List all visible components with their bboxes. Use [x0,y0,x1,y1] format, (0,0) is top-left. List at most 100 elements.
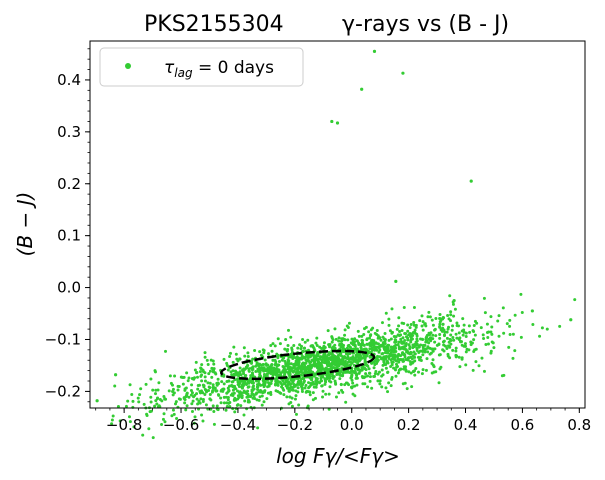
data-point [340,359,344,363]
data-point [242,413,246,417]
outlier-point [394,279,398,283]
data-point [333,346,337,350]
ellipse-layer [220,349,376,381]
data-point [421,328,425,332]
data-point [289,362,293,366]
data-point [424,340,428,344]
data-point [341,357,345,361]
data-point [325,359,329,363]
data-point [519,335,523,339]
data-point [303,386,307,390]
data-point [502,331,506,335]
data-point [430,318,434,322]
data-point [281,356,285,360]
data-point [482,337,486,341]
data-point [285,395,289,399]
data-point [310,378,314,382]
data-point [375,357,379,361]
data-point [400,341,404,345]
data-point [269,390,273,394]
data-point [424,324,428,328]
data-point [216,408,220,412]
data-point [386,350,390,354]
data-point [228,355,232,359]
data-point [412,305,416,309]
x-tick-label: 0.6 [510,416,534,434]
data-point [338,347,342,351]
data-point [296,366,300,370]
data-point [292,382,296,386]
data-point [337,336,341,340]
data-point [464,331,468,335]
outlier-point [114,373,118,377]
data-point [294,412,298,416]
data-point [130,392,134,396]
data-point [365,342,369,346]
data-point [246,389,250,393]
data-point [513,313,517,317]
data-point [246,351,250,355]
data-point [181,382,185,386]
data-point [531,323,535,327]
data-point [377,350,381,354]
data-point [252,384,256,388]
data-point [424,368,428,372]
data-point [454,353,458,357]
data-point [276,363,280,367]
data-point [483,311,487,315]
data-point [323,353,327,357]
data-point [345,324,349,328]
data-point [259,353,263,357]
data-point [413,330,417,334]
data-point [426,350,430,354]
data-point [408,326,412,330]
data-point [205,358,209,362]
data-point [241,384,245,388]
data-point [311,380,315,384]
data-point [262,374,266,378]
data-point [377,346,381,350]
data-point [338,342,342,346]
data-point [365,338,369,342]
data-point [387,317,391,321]
data-point [271,342,275,346]
data-point [370,338,374,342]
data-point [228,400,232,404]
data-point [195,371,199,375]
data-point [462,328,466,332]
data-point [387,343,391,347]
data-point [258,370,262,374]
data-point [306,338,310,342]
data-point [334,337,338,341]
data-point [403,338,407,342]
data-point [385,354,389,358]
data-point [149,377,153,381]
data-point [200,379,204,383]
data-point [443,330,447,334]
data-point [402,321,406,325]
data-point [164,397,168,401]
data-point [273,383,277,387]
data-point [196,402,200,406]
data-point [203,392,207,396]
data-point [228,351,232,355]
data-point [236,403,240,407]
data-point [433,340,437,344]
data-point [389,337,393,341]
data-point [501,306,505,310]
data-point [340,374,344,378]
data-point [185,371,189,375]
data-point [311,391,315,395]
data-point [373,372,377,376]
data-point [464,334,468,338]
data-point [333,327,337,331]
data-point [421,368,425,372]
data-point [199,397,203,401]
data-point [184,394,188,398]
data-point [199,366,203,370]
data-point [291,356,295,360]
data-point [394,374,398,378]
data-point [268,382,272,386]
data-point [246,363,250,367]
data-point [190,383,194,387]
